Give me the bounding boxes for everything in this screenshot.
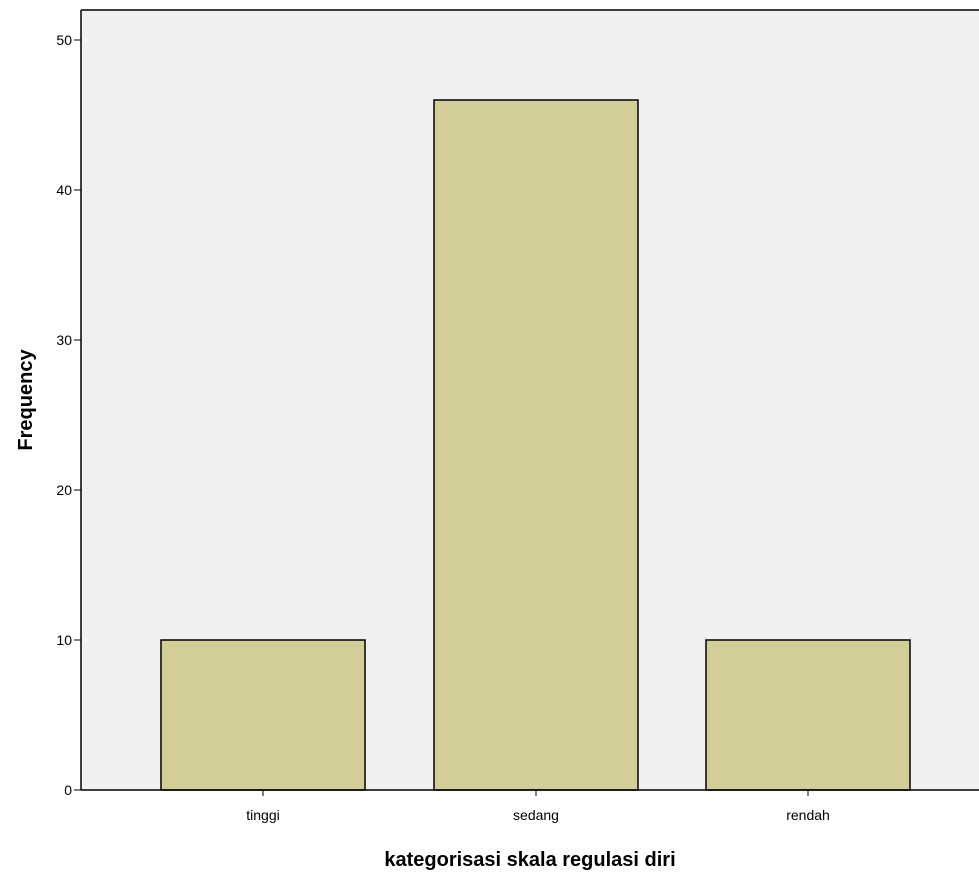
x-tick-label-tinggi: tinggi bbox=[246, 807, 279, 823]
y-tick-label-10: 10 bbox=[56, 632, 72, 648]
y-tick-label-0: 0 bbox=[64, 782, 72, 798]
bar-tinggi bbox=[160, 639, 366, 791]
y-axis-title: Frequency bbox=[15, 349, 37, 451]
y-tick-label-50: 50 bbox=[56, 32, 72, 48]
bar-sedang bbox=[433, 99, 639, 791]
x-axis-title: kategorisasi skala regulasi diri bbox=[384, 849, 675, 871]
x-tick-label-sedang: sedang bbox=[513, 807, 559, 823]
bar-rendah bbox=[705, 639, 911, 791]
x-tick-label-rendah: rendah bbox=[786, 807, 830, 823]
y-ticks-group: 0 10 20 30 40 50 bbox=[56, 32, 81, 798]
y-tick-label-30: 30 bbox=[56, 332, 72, 348]
y-tick-label-40: 40 bbox=[56, 182, 72, 198]
x-ticks-group: tinggi sedang rendah bbox=[246, 790, 830, 823]
y-tick-label-20: 20 bbox=[56, 482, 72, 498]
